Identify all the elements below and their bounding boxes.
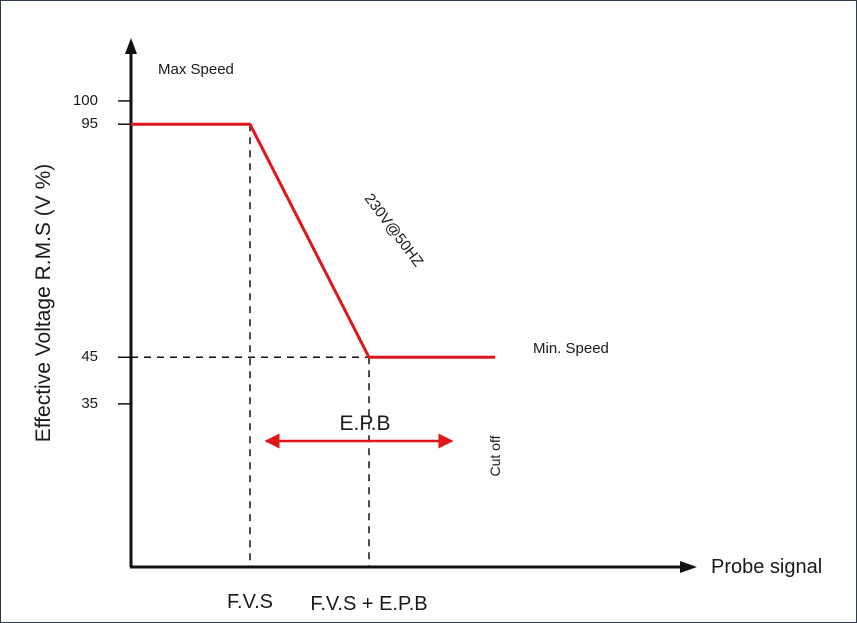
annotation-epb: E.P.B: [340, 412, 391, 435]
y-tick-label-95: 95: [81, 115, 98, 132]
y-axis-title: Effective Voltage R.M.S (V %): [32, 164, 55, 443]
series-line: [131, 122, 496, 359]
x-axis-title: Probe signal: [711, 556, 822, 578]
annotation-max-speed: Max Speed: [158, 61, 234, 78]
y-tick-label-35: 35: [81, 395, 98, 412]
annotation-slope-label: 230V@50HZ: [361, 190, 427, 270]
x-axis-arrow-icon: [680, 561, 697, 573]
y-tick-label-100: 100: [73, 92, 98, 109]
y-axis-arrow-icon: [125, 38, 137, 54]
x-tick-label-fvs: F.V.S: [227, 591, 273, 613]
annotation-cut-off: Cut off: [487, 435, 503, 476]
y-tick-label-45: 45: [81, 348, 98, 365]
annotation-min-speed: Min. Speed: [533, 340, 609, 357]
x-tick-label-fvs-epb: F.V.S + E.P.B: [310, 593, 427, 615]
